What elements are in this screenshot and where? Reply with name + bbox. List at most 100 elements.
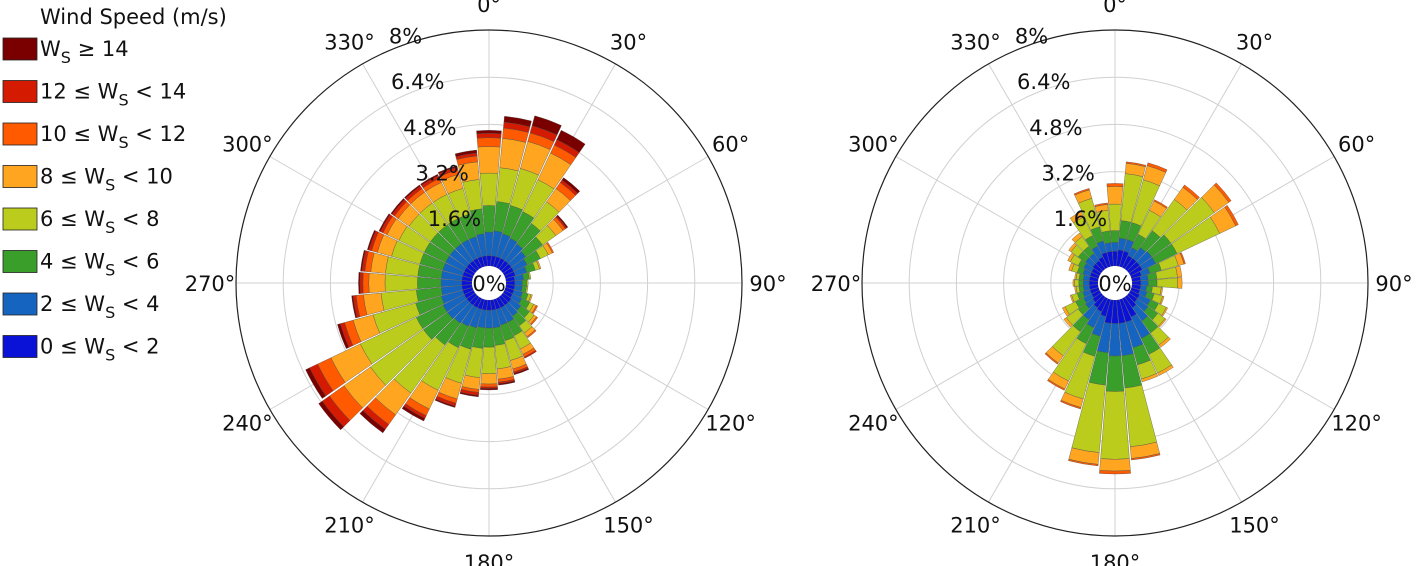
angle-tick-label: 210° bbox=[324, 514, 375, 538]
legend-swatch bbox=[2, 80, 38, 103]
radial-tick-label: 1.6% bbox=[1054, 207, 1107, 231]
rose-bar-segment bbox=[1078, 279, 1084, 287]
legend-swatch bbox=[2, 165, 38, 188]
angle-tick-label: 300° bbox=[222, 133, 273, 157]
legend-swatch bbox=[2, 37, 38, 61]
wind-rose-left: 0% 1.6% 3.2% 4.8% 6.4% 8% 0° 30° 60° 90° 120° 150° 1… bbox=[185, 0, 787, 566]
legend-swatch bbox=[2, 250, 38, 273]
rose-bar-segment bbox=[1153, 199, 1168, 209]
rose-bar-segment bbox=[1100, 390, 1130, 460]
rose-bar-segment bbox=[481, 346, 497, 374]
rose-bar-segment bbox=[498, 380, 516, 386]
rose-bar-segment bbox=[401, 405, 426, 422]
angle-tick-label: 180° bbox=[464, 551, 515, 566]
rose-bar-segment bbox=[1108, 203, 1122, 231]
rose-bar-segment bbox=[359, 272, 364, 294]
legend-swatch bbox=[2, 335, 38, 358]
rose-bar-segment bbox=[1068, 459, 1099, 467]
rose-bar-segment bbox=[420, 174, 439, 186]
rose-bar-segment bbox=[459, 391, 479, 398]
rose-bar-segment bbox=[514, 280, 523, 286]
angle-tick-label: 180° bbox=[1090, 551, 1141, 566]
legend-label: 10 ≤ WS < 12 bbox=[40, 122, 186, 152]
rose-bar-segment bbox=[1068, 262, 1075, 272]
legend-label: 2 ≤ WS < 4 bbox=[40, 292, 160, 322]
angle-tick-label: 300° bbox=[848, 133, 899, 157]
rose-bar-segment bbox=[531, 305, 538, 314]
rose-bar-segment bbox=[1067, 252, 1075, 263]
rose-bar-segment bbox=[318, 400, 345, 431]
angle-tick-label: 150° bbox=[1229, 514, 1280, 538]
radial-gridline bbox=[908, 76, 1322, 490]
rose-bar-segment bbox=[1157, 364, 1174, 376]
legend-swatch bbox=[2, 207, 38, 231]
rose-bar-segment bbox=[351, 295, 358, 319]
angle-tick-label: 60° bbox=[712, 133, 749, 157]
angle-tick-label: 120° bbox=[705, 412, 756, 436]
rose-bar-segment bbox=[404, 184, 421, 199]
rose-bar-segment bbox=[337, 323, 350, 349]
rose-bar-segment bbox=[1044, 352, 1059, 365]
rose-bar-segment bbox=[1047, 379, 1066, 391]
angle-tick-label: 240° bbox=[222, 412, 273, 436]
radial-tick-label: 3.2% bbox=[415, 161, 468, 185]
radial-gridline bbox=[282, 76, 696, 490]
rose-bar-segment bbox=[1099, 458, 1131, 472]
legend-label: 0 ≤ WS < 2 bbox=[40, 335, 160, 365]
radial-tick-label: 4.8% bbox=[403, 116, 456, 140]
radial-tick-label: 4.8% bbox=[1029, 116, 1082, 140]
rose-bar-segment bbox=[1146, 162, 1168, 173]
rose-bar-segment bbox=[1072, 279, 1075, 287]
rose-bar-segment bbox=[561, 177, 581, 194]
rose-bar-segment bbox=[485, 310, 493, 329]
rose-bar-segment bbox=[521, 279, 527, 287]
rose-bar-segment bbox=[1099, 470, 1131, 475]
rose-bar-segment bbox=[1088, 280, 1099, 286]
rose-bar-segment bbox=[505, 280, 516, 286]
rose-bar-segment bbox=[367, 230, 376, 251]
rose-bar-segment bbox=[1106, 183, 1124, 187]
rose-bar-segment bbox=[523, 350, 537, 359]
rose-bar-segment bbox=[483, 327, 495, 348]
angle-tick-label: 60° bbox=[1338, 133, 1375, 157]
angle-tick-label: 270° bbox=[811, 272, 862, 296]
rose-bar-segment bbox=[390, 198, 405, 215]
rose-bar-segment bbox=[1147, 279, 1158, 287]
rose-bar-segment bbox=[480, 387, 498, 391]
radial-tick-label: 3.2% bbox=[1041, 161, 1094, 185]
rose-bar-segment bbox=[1131, 280, 1142, 286]
angle-tick-label: 330° bbox=[950, 30, 1001, 54]
rose-bar-segment bbox=[1083, 280, 1090, 286]
legend-label: 12 ≤ WS < 14 bbox=[40, 80, 186, 110]
radial-tick-label: 8% bbox=[1015, 25, 1048, 49]
rose-bar-segment bbox=[1177, 277, 1183, 289]
rose-bar-segment bbox=[1074, 286, 1078, 294]
angle-tick-label: 210° bbox=[950, 514, 1001, 538]
angle-gridline bbox=[503, 291, 709, 410]
rose-bar-segment bbox=[1110, 230, 1120, 243]
rose-bar-segment bbox=[526, 329, 537, 339]
legend: Wind Speed (m/s) WS ≥ 14 12 ≤ WS < 14 10 ≤… bbox=[2, 5, 227, 365]
rose-bar-segment bbox=[1140, 280, 1149, 286]
rose-bar-segment bbox=[476, 130, 502, 134]
rose-bar-segment bbox=[1224, 205, 1239, 227]
rose-bar-segment bbox=[525, 286, 529, 294]
center-label: 0% bbox=[472, 272, 505, 296]
legend-label: 8 ≤ WS < 10 bbox=[40, 165, 173, 195]
rose-bar-segment bbox=[546, 242, 554, 254]
rose-bar-segment bbox=[384, 274, 418, 292]
rose-bar-segment bbox=[1175, 265, 1183, 278]
rose-bar-segment bbox=[556, 130, 586, 153]
angle-tick-label: 270° bbox=[185, 272, 236, 296]
rose-bar-segment bbox=[1105, 355, 1125, 392]
rose-bar-segment bbox=[1069, 294, 1075, 303]
rose-bar-segment bbox=[1156, 277, 1178, 289]
legend-swatch bbox=[2, 122, 38, 146]
rose-bar-segment bbox=[1182, 184, 1200, 200]
rose-bar-segment bbox=[1060, 400, 1082, 410]
outer-ring bbox=[235, 29, 743, 537]
rose-bar-segment bbox=[528, 272, 532, 280]
rose-bar-segment bbox=[1074, 279, 1080, 287]
rose-bar-segment bbox=[480, 383, 498, 388]
